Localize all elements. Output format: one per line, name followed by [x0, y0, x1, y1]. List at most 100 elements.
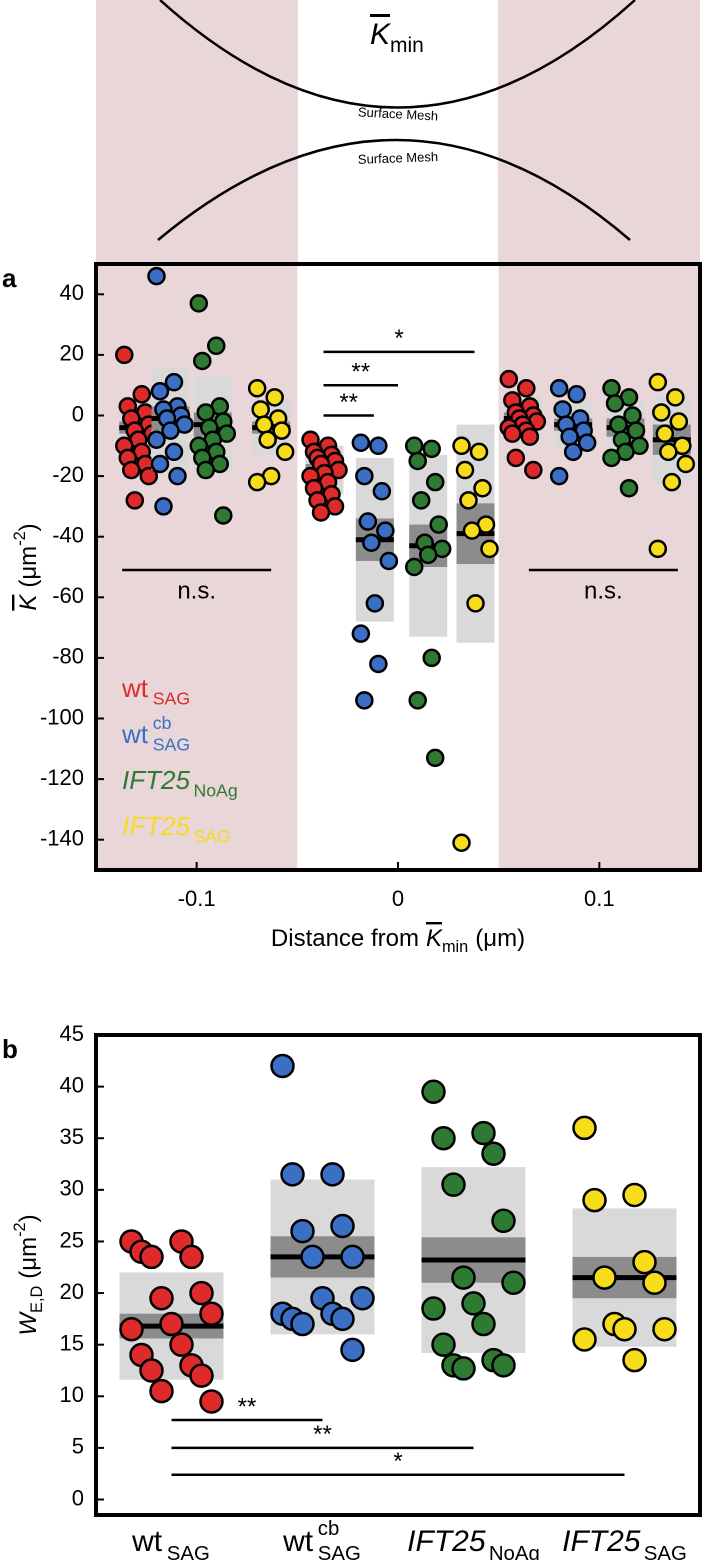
data-point — [455, 460, 475, 480]
data-point — [280, 1162, 305, 1187]
y-tick-label: -20 — [52, 462, 84, 487]
label-part: E,D — [28, 1286, 46, 1313]
data-point — [491, 1353, 516, 1378]
y-tick-label: 40 — [60, 280, 84, 305]
y-tick-label: -100 — [40, 704, 84, 729]
data-point — [369, 654, 388, 674]
data-point — [452, 436, 471, 456]
label-part: W — [15, 1311, 42, 1336]
data-point — [330, 1213, 355, 1239]
data-point — [648, 372, 668, 392]
series-subscript: SAG — [167, 1543, 210, 1560]
data-point — [422, 648, 441, 668]
series-subscript: SAG — [153, 689, 190, 709]
plot-frame — [94, 1033, 702, 1517]
data-point — [501, 1270, 526, 1295]
data-point — [251, 400, 270, 419]
data-point — [115, 345, 134, 365]
data-point — [619, 478, 639, 498]
y-tick-label: 5 — [72, 1434, 84, 1459]
data-point — [605, 394, 625, 413]
series-name: wt — [131, 1525, 163, 1558]
label-part: K — [15, 594, 42, 611]
y-tick-label: -40 — [52, 523, 84, 548]
label-part: -2 — [11, 531, 29, 546]
data-point — [362, 533, 381, 553]
series-name: IFT25 — [407, 1525, 486, 1558]
label-part: K — [426, 925, 443, 952]
data-point — [471, 1311, 496, 1337]
data-point — [666, 388, 685, 407]
data-point — [582, 1187, 607, 1213]
data-point — [164, 442, 184, 462]
shaded-band — [96, 0, 298, 264]
data-point — [553, 400, 572, 419]
x-tick-label: 0.1 — [584, 886, 615, 911]
data-point — [168, 466, 187, 486]
panel-label: b — [2, 1034, 18, 1064]
data-point — [517, 378, 536, 398]
mesh-label: Surface Mesh — [358, 149, 439, 167]
data-point — [425, 748, 445, 768]
label-part: (μm) — [475, 925, 525, 952]
data-point — [408, 691, 427, 710]
data-point — [481, 1141, 506, 1166]
y-axis-label: WE,D (μm-2) — [11, 1214, 46, 1335]
data-point — [150, 382, 170, 401]
data-point — [159, 1311, 184, 1337]
data-point — [421, 1296, 446, 1321]
data-point — [311, 503, 331, 522]
data-point — [272, 421, 291, 440]
data-point — [369, 436, 388, 456]
y-tick-label: 20 — [60, 1279, 84, 1304]
data-point — [149, 1378, 174, 1404]
data-point — [491, 1208, 516, 1234]
data-point — [119, 1316, 144, 1342]
data-point — [408, 451, 427, 471]
data-point — [196, 403, 216, 422]
kmin-label: Kmin — [370, 18, 424, 57]
data-point — [652, 403, 671, 422]
data-point — [622, 1347, 647, 1373]
series-name: wt — [282, 1525, 314, 1558]
data-point — [602, 378, 621, 398]
label-part: ) — [15, 1214, 42, 1222]
series-name: IFT25 — [562, 1525, 641, 1558]
significance-label: ** — [313, 1421, 332, 1448]
data-point — [275, 442, 295, 462]
significance-label: * — [393, 1448, 402, 1475]
significance-label: n.s. — [584, 577, 623, 604]
data-point — [199, 1389, 224, 1414]
data-point — [355, 466, 374, 486]
series-name: IFT25 — [122, 765, 190, 795]
y-tick-label: -60 — [52, 583, 84, 608]
data-point — [451, 1356, 476, 1381]
series-label: wt SAG — [131, 1525, 210, 1560]
y-tick-label: 0 — [72, 401, 84, 426]
data-point — [662, 472, 682, 492]
data-point — [471, 1120, 496, 1146]
series-name: IFT25 — [122, 811, 190, 841]
data-point — [655, 424, 675, 443]
data-point — [520, 427, 540, 446]
y-tick-label: 25 — [60, 1227, 84, 1252]
data-point — [189, 1363, 214, 1388]
data-point — [376, 521, 395, 540]
data-point — [351, 624, 371, 643]
data-point — [351, 433, 371, 453]
data-point — [577, 433, 597, 453]
significance-label: ** — [339, 389, 358, 416]
mesh-diagram: Kmin Surface Mesh Surface Mesh — [96, 0, 700, 264]
series-name: wt — [121, 719, 149, 749]
data-point — [461, 1291, 486, 1316]
data-point — [150, 454, 170, 474]
data-point — [207, 336, 226, 356]
data-point — [340, 1244, 365, 1270]
shaded-band — [498, 264, 700, 870]
data-point — [459, 491, 478, 510]
data-point — [452, 833, 471, 852]
y-tick-label: 30 — [60, 1176, 84, 1201]
data-point — [431, 1332, 456, 1357]
x-tick-label: 0 — [392, 886, 404, 911]
